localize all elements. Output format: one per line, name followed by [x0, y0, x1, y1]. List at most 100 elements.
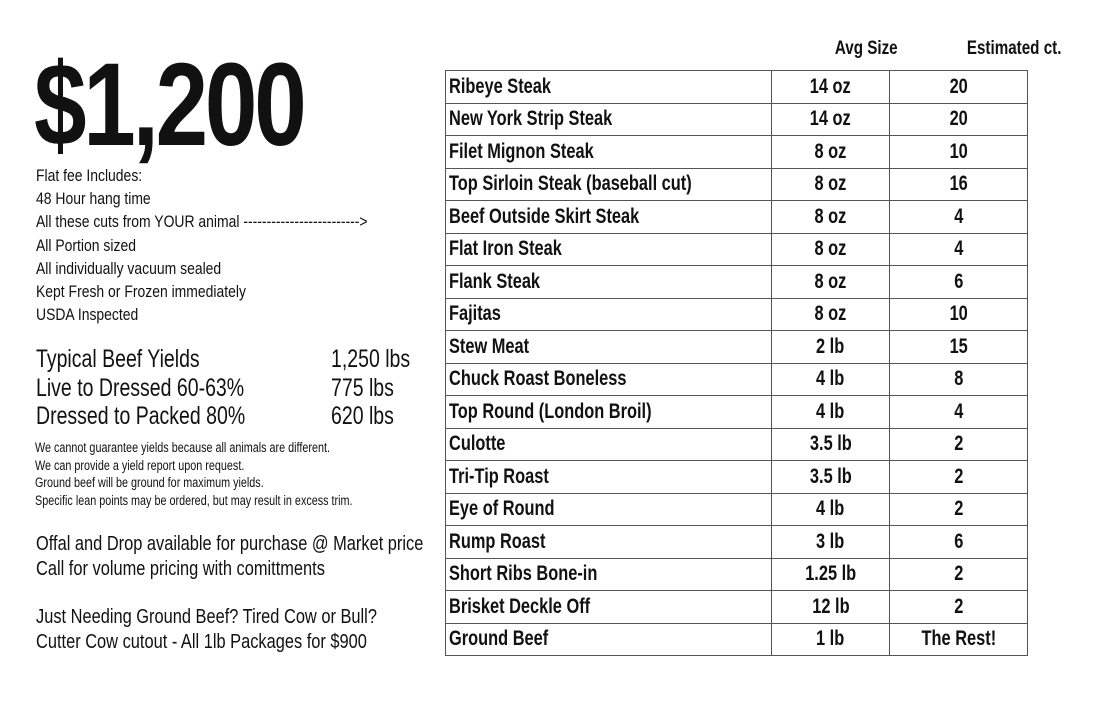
avg-size-cell-text: 8 oz: [814, 204, 847, 228]
cut-name-cell: Flank Steak: [445, 265, 772, 299]
table-row: Beef Outside Skirt Steak 8 oz 4: [445, 200, 1028, 234]
cut-name-cell-text: Beef Outside Skirt Steak: [449, 204, 640, 228]
table-row: Rump Roast 3 lb 6: [445, 525, 1028, 559]
estimated-count-cell-text: 2: [953, 497, 964, 521]
estimated-count-cell-text: 2: [953, 432, 964, 456]
estimated-count-cell: 2: [889, 492, 1028, 526]
disclaimer-line: We can provide a yield report upon reque…: [35, 457, 245, 473]
includes-item: All these cuts from YOUR animal --------…: [36, 212, 368, 232]
estimated-count-cell: 4: [889, 395, 1028, 429]
table-row: Tri-Tip Roast 3.5 lb 2: [445, 460, 1028, 494]
avg-size-cell: 2 lb: [771, 330, 890, 364]
estimated-count-cell: 15: [889, 330, 1028, 364]
avg-size-cell-text: 12 lb: [811, 594, 850, 618]
estimated-count-cell: 20: [889, 102, 1028, 136]
cut-name-cell: Filet Mignon Steak: [445, 135, 772, 169]
yield-value: 620 lbs: [331, 402, 394, 430]
cut-name-cell-text: Short Ribs Bone-in: [449, 562, 598, 586]
avg-size-cell: 1 lb: [771, 622, 890, 656]
estimated-count-cell-text: The Rest!: [921, 627, 996, 651]
cut-name-cell: Beef Outside Skirt Steak: [445, 200, 772, 234]
includes-list: Flat fee Includes: 48 Hour hang time All…: [36, 164, 440, 326]
estimated-count-cell: 2: [889, 590, 1028, 624]
includes-item: All individually vacuum sealed: [36, 258, 222, 278]
estimated-count-cell-text: 2: [953, 562, 964, 586]
estimated-count-cell-text: 4: [953, 204, 964, 228]
table-row: Flat Iron Steak 8 oz 4: [445, 232, 1028, 266]
avg-size-cell-text: 3 lb: [816, 529, 845, 553]
yield-row: Live to Dressed 60-63% 775 lbs: [36, 374, 426, 403]
cut-name-cell: Ground Beef: [445, 622, 772, 656]
cut-name-cell-text: Rump Roast: [449, 529, 546, 553]
cut-name-cell: Fajitas: [445, 297, 772, 331]
estimated-count-cell-text: 10: [949, 139, 968, 163]
disclaimer-line: Ground beef will be ground for maximum y…: [35, 475, 264, 490]
offal-line: Call for volume pricing with comittments: [36, 557, 325, 580]
cut-name-cell: Stew Meat: [445, 330, 772, 364]
avg-size-cell-text: 1.25 lb: [805, 562, 856, 586]
table-row: Chuck Roast Boneless 4 lb 8: [445, 362, 1028, 396]
avg-size-cell-text: 4 lb: [816, 367, 845, 391]
price-heading: $1,200: [34, 39, 307, 171]
cut-name-cell-text: Flat Iron Steak: [449, 237, 562, 261]
cut-name-cell: Rump Roast: [445, 525, 772, 559]
yield-label: Live to Dressed 60-63%: [36, 373, 245, 402]
avg-size-cell: 3 lb: [771, 525, 890, 559]
estimated-count-cell-text: 6: [953, 269, 964, 293]
table-column-headers: Avg Size Estimated ct.: [768, 36, 1062, 62]
avg-size-cell: 8 oz: [771, 232, 890, 266]
table-row: New York Strip Steak 14 oz 20: [445, 102, 1028, 136]
yields-section: Typical Beef Yields 1,250 lbs Live to Dr…: [36, 345, 426, 431]
disclaimer-notes: We cannot guarantee yields because all a…: [35, 439, 432, 509]
estimated-count-cell: 6: [889, 525, 1028, 559]
cut-name-cell-text: Tri-Tip Roast: [449, 464, 549, 488]
estimated-count-cell: 6: [889, 265, 1028, 299]
avg-size-cell: 1.25 lb: [771, 557, 890, 591]
estimated-count-cell-text: 15: [949, 334, 968, 358]
avg-size-cell: 14 oz: [771, 70, 890, 104]
avg-size-cell-text: 8 oz: [814, 269, 847, 293]
cut-name-cell: Tri-Tip Roast: [445, 460, 772, 494]
avg-size-cell-text: 4 lb: [816, 399, 845, 423]
estimated-count-cell: 10: [889, 135, 1028, 169]
estimated-count-cell-text: 6: [953, 529, 964, 553]
estimated-count-cell-text: 2: [953, 464, 964, 488]
cut-name-cell: Top Round (London Broil): [445, 395, 772, 429]
yield-row: Typical Beef Yields 1,250 lbs: [36, 345, 426, 374]
cutter-line: Just Needing Ground Beef? Tired Cow or B…: [36, 606, 377, 628]
estimated-count-cell: 20: [889, 70, 1028, 104]
avg-size-cell-text: 8 oz: [814, 237, 847, 261]
cut-name-cell: Flat Iron Steak: [445, 232, 772, 266]
includes-item: 48 Hour hang time: [36, 189, 151, 209]
table-row: Brisket Deckle Off 12 lb 2: [445, 590, 1028, 624]
cut-name-cell: Eye of Round: [445, 492, 772, 526]
cutter-cow-note: Just Needing Ground Beef? Tired Cow or B…: [36, 605, 452, 654]
cuts-table-body: Ribeye Steak 14 oz 20 New York Strip Steak 1…: [445, 70, 1028, 656]
table-row: Fajitas 8 oz 10: [445, 297, 1028, 331]
estimated-count-cell-text: 2: [953, 594, 964, 618]
table-row: Flank Steak 8 oz 6: [445, 265, 1028, 299]
cut-name-cell: Ribeye Steak: [445, 70, 772, 104]
estimated-count-cell: The Rest!: [889, 622, 1028, 656]
cut-name-cell-text: Ground Beef: [449, 627, 549, 651]
cut-name-cell-text: Brisket Deckle Off: [449, 594, 591, 618]
table-row: Filet Mignon Steak 8 oz 10: [445, 135, 1028, 169]
estimated-count-cell: 4: [889, 232, 1028, 266]
cut-name-cell: New York Strip Steak: [445, 102, 772, 136]
avg-size-cell: 8 oz: [771, 297, 890, 331]
estimated-count-cell-text: 4: [953, 399, 964, 423]
avg-size-cell: 14 oz: [771, 102, 890, 136]
estimated-count-cell: 2: [889, 557, 1028, 591]
avg-size-cell-text: 3.5 lb: [809, 432, 852, 456]
offal-line: Offal and Drop available for purchase @ …: [36, 533, 424, 555]
avg-size-cell: 8 oz: [771, 135, 890, 169]
avg-size-cell: 12 lb: [771, 590, 890, 624]
yield-label: Typical Beef Yields: [36, 345, 200, 373]
yield-row: Dressed to Packed 80% 620 lbs: [36, 402, 426, 431]
includes-item: All Portion sized: [36, 235, 136, 255]
avg-size-cell: 4 lb: [771, 395, 890, 429]
estimated-count-cell: 4: [889, 200, 1028, 234]
disclaimer-line: We cannot guarantee yields because all a…: [35, 440, 330, 455]
table-row: Ground Beef 1 lb The Rest!: [445, 622, 1028, 656]
avg-size-cell: 8 oz: [771, 265, 890, 299]
